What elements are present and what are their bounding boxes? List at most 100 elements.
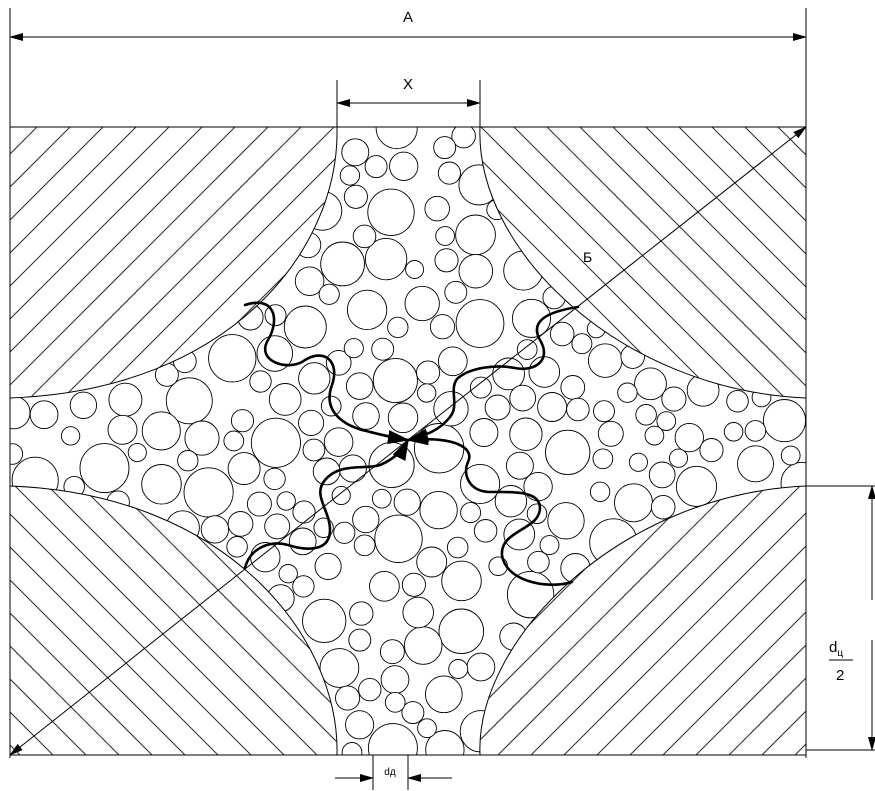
particle xyxy=(460,463,501,505)
particle xyxy=(108,382,143,417)
particle xyxy=(60,426,81,446)
particle xyxy=(435,226,455,246)
particle xyxy=(401,701,425,725)
hatch-line xyxy=(479,127,806,398)
hatch-line xyxy=(485,127,806,398)
hatch-line xyxy=(10,127,330,398)
particle xyxy=(429,314,456,340)
particle xyxy=(349,601,374,626)
particle xyxy=(325,349,352,376)
particle xyxy=(294,231,322,259)
particle xyxy=(371,488,392,509)
particle xyxy=(762,399,806,443)
particle xyxy=(566,397,590,422)
hatch-line xyxy=(10,127,338,398)
label-dc-numerator: dц xyxy=(829,639,843,659)
particle xyxy=(352,224,377,249)
hatch-line xyxy=(10,127,297,398)
particle xyxy=(333,521,356,544)
particle xyxy=(675,465,718,507)
particle xyxy=(345,372,374,400)
hatch-line xyxy=(10,127,231,398)
particle xyxy=(444,280,468,304)
particle xyxy=(352,505,380,534)
particle xyxy=(165,510,200,545)
particle xyxy=(403,626,443,665)
hatch-line xyxy=(10,486,297,755)
particle xyxy=(79,443,130,494)
particle xyxy=(448,659,469,679)
hatch-line xyxy=(10,486,338,755)
hatch-line xyxy=(551,127,806,398)
particle xyxy=(246,491,272,517)
particle xyxy=(264,304,287,327)
hatch-line xyxy=(849,0,875,791)
particle xyxy=(319,648,360,688)
particle xyxy=(343,184,368,209)
particle xyxy=(509,417,543,451)
particle xyxy=(751,387,772,408)
dimension-dd: dд xyxy=(335,767,452,782)
particle xyxy=(367,723,418,755)
particle xyxy=(294,266,325,296)
hatch-line xyxy=(10,127,33,398)
particle xyxy=(107,414,138,445)
hatch-line xyxy=(551,486,806,755)
particle xyxy=(302,438,326,462)
particle xyxy=(323,427,354,457)
particle xyxy=(589,481,611,502)
particle xyxy=(434,248,459,273)
label-b: Б xyxy=(583,249,592,265)
particle xyxy=(506,570,555,619)
particle xyxy=(389,151,419,181)
hatch-line xyxy=(617,127,806,398)
particle xyxy=(223,430,245,452)
particle xyxy=(674,422,704,453)
particle xyxy=(302,598,347,644)
particle xyxy=(249,370,272,393)
hatch-line xyxy=(479,486,806,755)
hatch-line xyxy=(10,127,198,398)
particle xyxy=(417,383,437,403)
particle xyxy=(141,464,182,505)
hatch-line xyxy=(816,0,875,791)
particle xyxy=(526,503,548,524)
label-dd: dд xyxy=(384,767,396,778)
hatch-line xyxy=(782,127,806,398)
hatch-line xyxy=(584,127,806,398)
particle xyxy=(469,418,499,447)
hatch-line xyxy=(10,486,338,755)
particle xyxy=(466,652,496,682)
particle xyxy=(509,384,537,412)
particle xyxy=(589,518,638,567)
hatch-line xyxy=(10,127,264,398)
particle xyxy=(298,409,325,436)
particle xyxy=(401,572,426,597)
particle xyxy=(484,394,511,421)
particle xyxy=(699,438,724,463)
hatch-line xyxy=(479,486,806,755)
particle xyxy=(446,536,469,559)
particle xyxy=(364,237,408,281)
particle xyxy=(587,343,623,378)
particle xyxy=(339,165,361,186)
particle xyxy=(364,155,388,179)
path-from-top-right xyxy=(406,305,580,443)
particle xyxy=(292,575,315,598)
particle xyxy=(460,502,482,524)
particle xyxy=(469,376,492,399)
path-from-bottom-left xyxy=(243,438,410,570)
particle xyxy=(266,584,295,613)
particle xyxy=(345,710,375,740)
particle xyxy=(237,304,264,331)
particle xyxy=(292,500,316,524)
particle xyxy=(127,442,147,463)
particle xyxy=(278,564,298,584)
pore-boundary xyxy=(9,126,807,756)
dimension-x: X xyxy=(336,76,481,107)
particle-packing xyxy=(10,127,806,755)
hatch-line xyxy=(0,0,32,791)
particle xyxy=(172,349,197,374)
particle xyxy=(341,742,363,755)
